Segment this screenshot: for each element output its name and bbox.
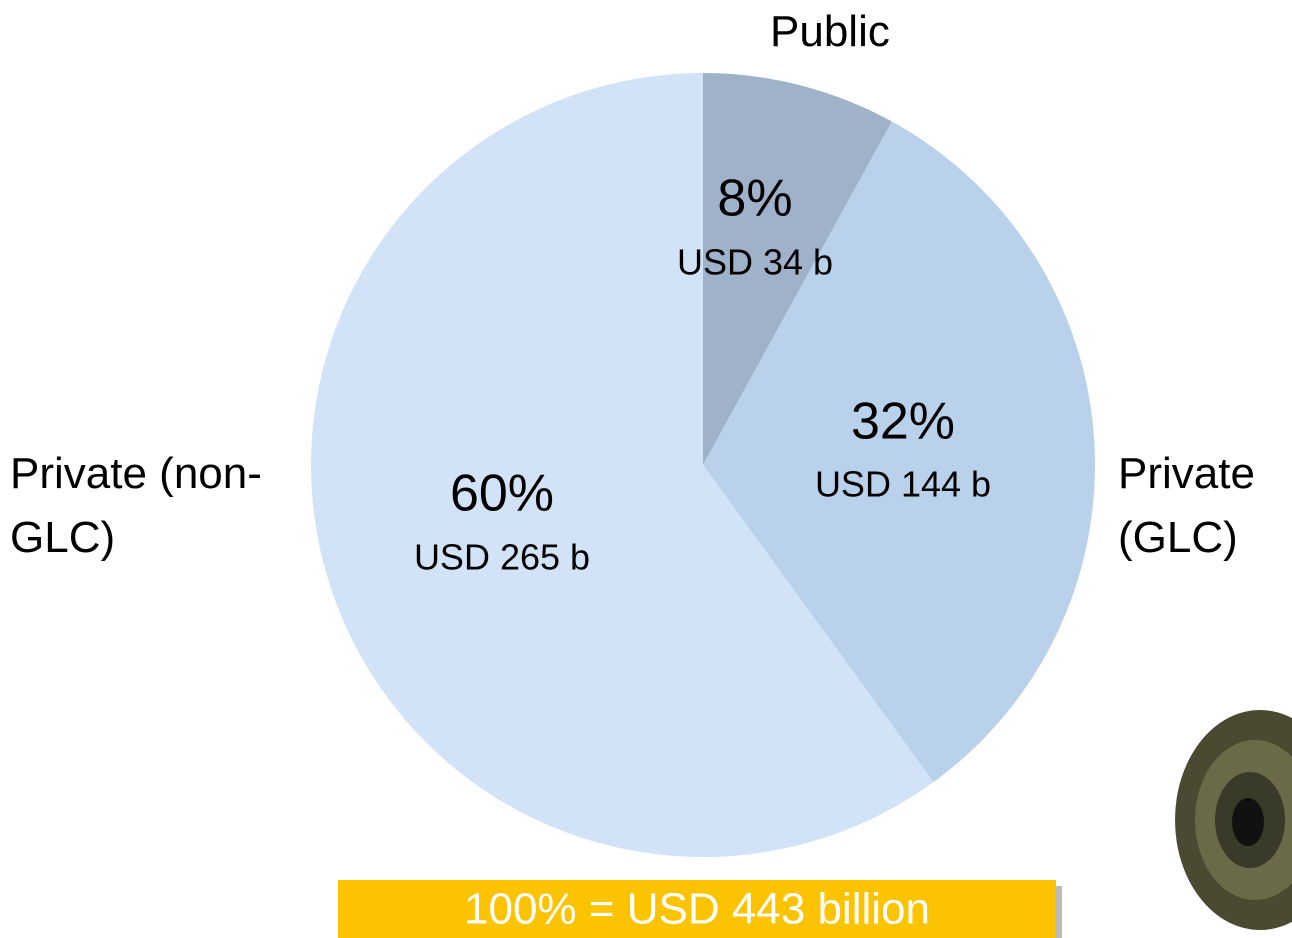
pie-slice	[703, 73, 892, 465]
amount-label: USD 144 b	[815, 464, 991, 505]
note-text: 100% = USD 443 billion	[464, 885, 930, 934]
percent-label: 32%	[851, 393, 955, 451]
pie-slice	[311, 73, 934, 858]
percent-label: 60%	[450, 465, 554, 523]
percent-label: 8%	[717, 170, 792, 228]
pie-slice	[703, 121, 1095, 783]
category-label: Private (GLC)	[1118, 449, 1255, 562]
category-label: Private (non-GLC)	[10, 449, 262, 562]
note-box	[338, 880, 1056, 938]
category-label: Public	[770, 7, 890, 56]
amount-label: USD 265 b	[414, 537, 590, 578]
money-roll-image	[1175, 710, 1292, 930]
amount-label: USD 34 b	[677, 242, 833, 283]
